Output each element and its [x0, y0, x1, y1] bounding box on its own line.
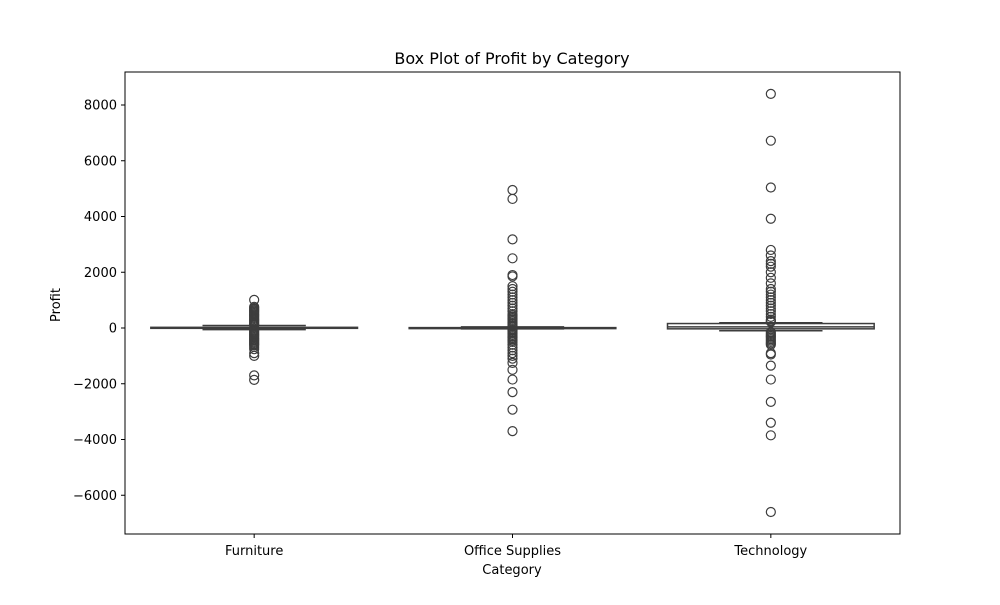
box-group-furniture [150, 294, 359, 385]
outlier-point [507, 283, 518, 295]
outlier-point [507, 336, 518, 348]
outlier-point [765, 311, 776, 322]
outlier-point [765, 283, 776, 295]
outlier-point [765, 506, 776, 518]
outlier-point [507, 184, 518, 196]
outlier-point [765, 286, 776, 297]
x-tick-label: Office Supplies [464, 544, 561, 559]
y-tick-label: −4000 [73, 433, 117, 448]
outlier-point [765, 250, 776, 261]
outlier-point [765, 182, 776, 193]
outlier-point [507, 297, 518, 309]
outlier-point [765, 135, 776, 146]
outlier-point [765, 300, 776, 311]
outlier-point [765, 430, 776, 441]
outlier-point [765, 267, 776, 278]
chart-title: Box Plot of Profit by Category [394, 49, 629, 68]
outlier-point [249, 347, 260, 359]
plot-frame [124, 71, 901, 535]
y-tick-label: 4000 [84, 210, 117, 225]
outlier-point [765, 258, 776, 269]
outlier-point [507, 404, 518, 415]
y-tick-label: 2000 [84, 266, 117, 281]
x-tick-label: Technology [733, 544, 807, 559]
y-tick-label: −2000 [73, 377, 117, 392]
outlier-point [765, 256, 776, 267]
outlier-point [765, 316, 776, 327]
outlier-point [507, 193, 518, 205]
outlier-point [765, 213, 776, 224]
box-group-office-supplies [408, 184, 617, 437]
outlier-point [765, 374, 776, 385]
outlier-point [507, 345, 518, 356]
outlier-point [507, 347, 518, 359]
outlier-point [507, 374, 518, 385]
outlier-point [507, 234, 518, 245]
y-axis-label: Profit [49, 288, 64, 322]
outlier-point [765, 417, 776, 428]
outlier-point [507, 292, 518, 303]
plot-area [150, 88, 875, 518]
x-axis-label: Category [482, 563, 542, 578]
outlier-point [765, 292, 776, 303]
outlier-point [765, 396, 776, 407]
outlier-point [507, 300, 518, 311]
outlier-point [507, 253, 518, 264]
outlier-point [249, 350, 260, 361]
outlier-point [249, 374, 260, 385]
outlier-point [507, 286, 518, 297]
outlier-point [765, 303, 776, 314]
outlier-point [507, 342, 518, 353]
outlier-point [507, 426, 518, 437]
outlier-point [765, 261, 776, 272]
outlier-point [765, 88, 776, 99]
outlier-point [765, 272, 776, 283]
outlier-point [765, 308, 776, 320]
outlier-point [765, 278, 776, 289]
outlier-point [507, 281, 518, 292]
outlier-point [765, 244, 776, 256]
outlier-point [765, 297, 776, 309]
outlier-point [765, 306, 776, 317]
outlier-point [507, 306, 518, 317]
x-tick-label: Furniture [225, 544, 283, 559]
outlier-point [765, 295, 776, 306]
outlier-point [507, 303, 518, 314]
outlier-point [249, 344, 260, 355]
outlier-point [507, 353, 518, 364]
y-tick-label: 8000 [84, 99, 117, 114]
outlier-point [507, 364, 518, 375]
outlier-point [507, 387, 518, 398]
outlier-point [507, 357, 518, 368]
outlier-point [507, 339, 518, 350]
outlier-point [765, 289, 776, 300]
outlier-point [249, 370, 260, 381]
y-tick-label: −6000 [73, 489, 117, 504]
outlier-point [507, 295, 518, 306]
outlier-point [765, 360, 776, 371]
box-group-technology [666, 88, 875, 518]
y-tick-label: 0 [109, 322, 117, 337]
outlier-point [507, 271, 518, 282]
outlier-point [765, 349, 776, 360]
y-tick-label: 6000 [84, 154, 117, 169]
outlier-point [507, 350, 518, 361]
outlier-point [507, 289, 518, 300]
outlier-point [765, 339, 776, 350]
